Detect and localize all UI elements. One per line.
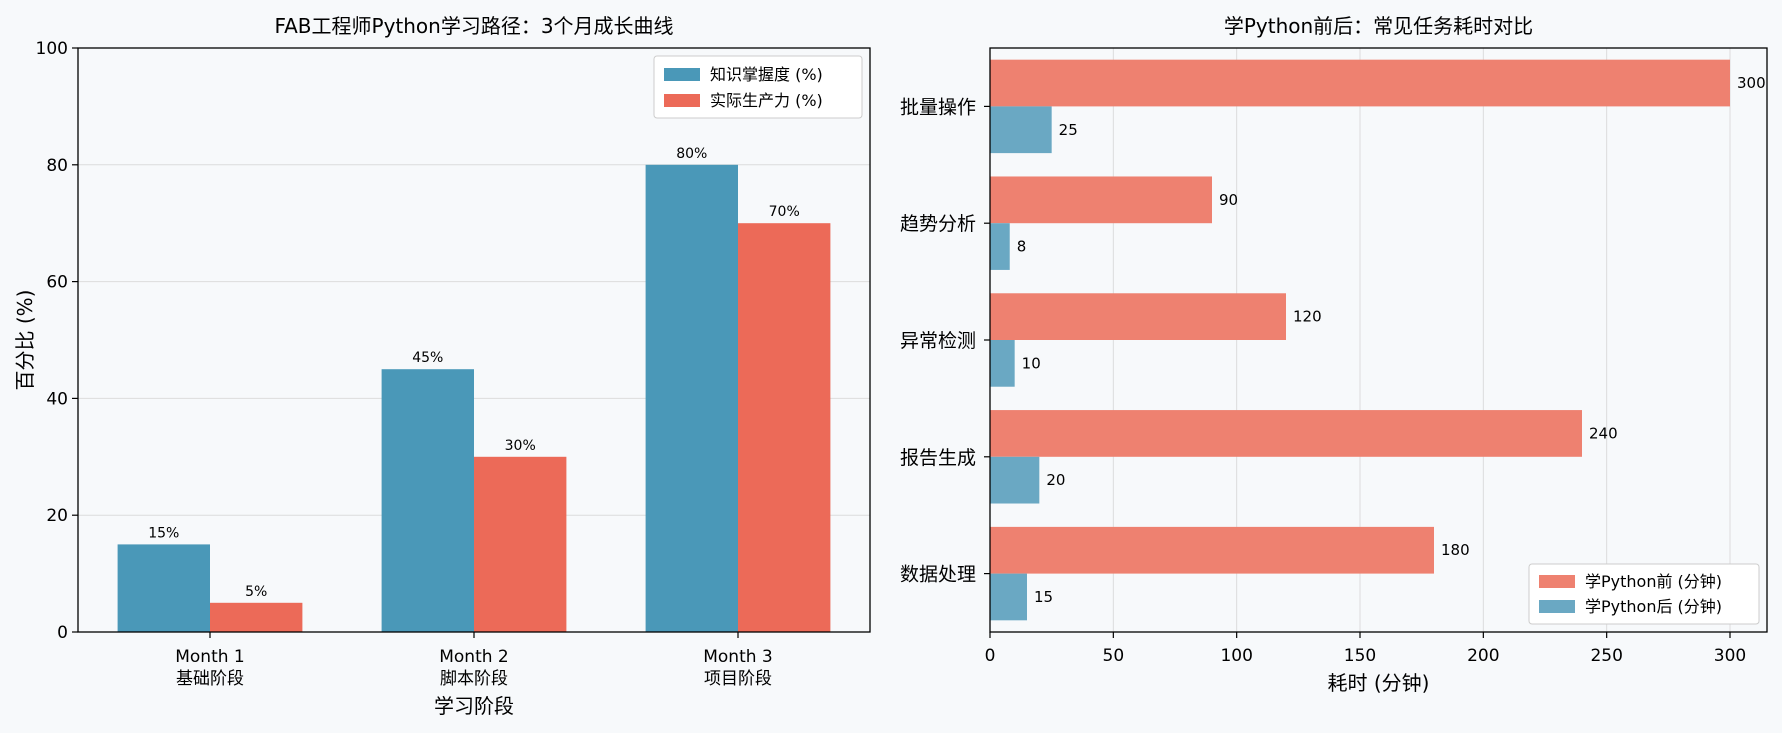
right-bar <box>990 410 1582 457</box>
left-chart: 15% 5% 45% 30% 80% 70% 0 20 40 60 80 100 Month 1基础阶… <box>13 14 871 718</box>
right-bar <box>990 573 1027 621</box>
right-data-label: 120 <box>1293 308 1322 326</box>
left-x-tick-label: 项目阶段 <box>704 669 772 689</box>
left-legend-box <box>653 55 863 119</box>
left-bar <box>210 602 303 632</box>
right-legend-swatch <box>1539 600 1575 613</box>
right-data-label: 15 <box>1034 588 1053 606</box>
left-y-tick-label: 0 <box>57 623 68 643</box>
right-x-tick-label: 150 <box>1344 646 1376 666</box>
left-legend-label: 实际生产力 (%) <box>710 91 823 110</box>
right-bar <box>990 223 1010 270</box>
left-y-axis-label: 百分比 (%) <box>13 290 37 391</box>
right-data-label: 10 <box>1022 354 1041 372</box>
right-x-axis-label: 耗时 (分钟) <box>1328 671 1430 695</box>
right-x-tick-label: 250 <box>1590 646 1622 666</box>
left-x-axis-label: 学习阶段 <box>434 694 514 718</box>
left-data-label: 5% <box>245 584 267 600</box>
left-bar <box>381 369 474 632</box>
right-data-label: 180 <box>1441 541 1470 559</box>
right-x-tick-label: 300 <box>1714 646 1746 666</box>
right-y-tick-label: 异常检测 <box>900 330 976 352</box>
left-x-tick-label: 脚本阶段 <box>440 669 508 689</box>
right-data-label: 240 <box>1589 424 1618 442</box>
right-ticks: 0 50 100 150 200 250 300 数据处理 报告生成 异常检测 趋势分析 批量操作 <box>900 96 1746 666</box>
left-chart-title: FAB工程师Python学习路径：3个月成长曲线 <box>274 14 673 38</box>
right-data-label: 8 <box>1017 238 1027 256</box>
left-bars <box>117 164 831 633</box>
right-y-tick-label: 趋势分析 <box>900 213 976 235</box>
right-bar <box>990 456 1040 504</box>
left-legend-swatch <box>664 68 700 81</box>
right-legend-label: 学Python后 (分钟) <box>1585 597 1722 616</box>
left-bar <box>117 544 210 632</box>
right-chart-title: 学Python前后：常见任务耗时对比 <box>1224 14 1533 38</box>
right-bar <box>990 59 1730 107</box>
left-x-tick-label: Month 2 <box>439 647 509 667</box>
right-bar <box>990 293 1286 340</box>
right-data-labels: 180 15 240 20 120 10 90 8 300 25 <box>1017 74 1766 606</box>
right-y-tick-label: 批量操作 <box>900 96 976 118</box>
right-bars <box>990 59 1730 621</box>
right-legend: 学Python前 (分钟) 学Python后 (分钟) <box>1528 563 1760 625</box>
left-data-labels: 15% 5% 45% 30% 80% 70% <box>148 146 800 600</box>
left-bar <box>474 456 567 632</box>
right-legend-swatch <box>1539 575 1575 588</box>
left-data-label: 30% <box>505 438 536 454</box>
right-x-tick-label: 50 <box>1103 646 1125 666</box>
left-legend: 知识掌握度 (%) 实际生产力 (%) <box>653 55 863 119</box>
left-bar <box>645 164 738 633</box>
right-data-label: 300 <box>1737 74 1766 92</box>
left-x-tick-label: Month 3 <box>703 647 773 667</box>
right-bar <box>990 176 1212 224</box>
right-data-label: 20 <box>1046 471 1065 489</box>
right-legend-box <box>1528 563 1760 625</box>
left-y-tick-label: 40 <box>46 389 68 409</box>
left-x-tick-label: Month 1 <box>175 647 245 667</box>
right-legend-label: 学Python前 (分钟) <box>1585 572 1722 591</box>
right-x-tick-label: 100 <box>1220 646 1252 666</box>
right-data-label: 25 <box>1059 121 1078 139</box>
right-chart: 180 15 240 20 120 10 90 8 300 25 0 50 100 150 200 250 3… <box>900 14 1768 695</box>
left-data-label: 15% <box>148 525 179 541</box>
right-bar <box>990 526 1434 574</box>
left-bar <box>738 223 831 632</box>
left-y-tick-label: 60 <box>46 273 68 293</box>
right-x-tick-label: 200 <box>1467 646 1499 666</box>
right-bar <box>990 340 1015 387</box>
left-x-tick-label: 基础阶段 <box>176 669 244 689</box>
left-y-tick-label: 20 <box>46 506 68 526</box>
right-x-tick-label: 0 <box>985 646 996 666</box>
right-y-tick-label: 数据处理 <box>900 564 976 586</box>
left-data-label: 45% <box>412 350 443 366</box>
left-data-label: 70% <box>769 204 800 220</box>
right-bar <box>990 106 1052 154</box>
left-data-label: 80% <box>676 146 707 162</box>
left-y-tick-label: 100 <box>36 39 68 59</box>
right-y-tick-label: 报告生成 <box>900 447 976 469</box>
left-legend-swatch <box>664 94 700 107</box>
left-legend-label: 知识掌握度 (%) <box>710 65 823 84</box>
right-data-label: 90 <box>1219 191 1238 209</box>
left-y-tick-label: 80 <box>46 156 68 176</box>
